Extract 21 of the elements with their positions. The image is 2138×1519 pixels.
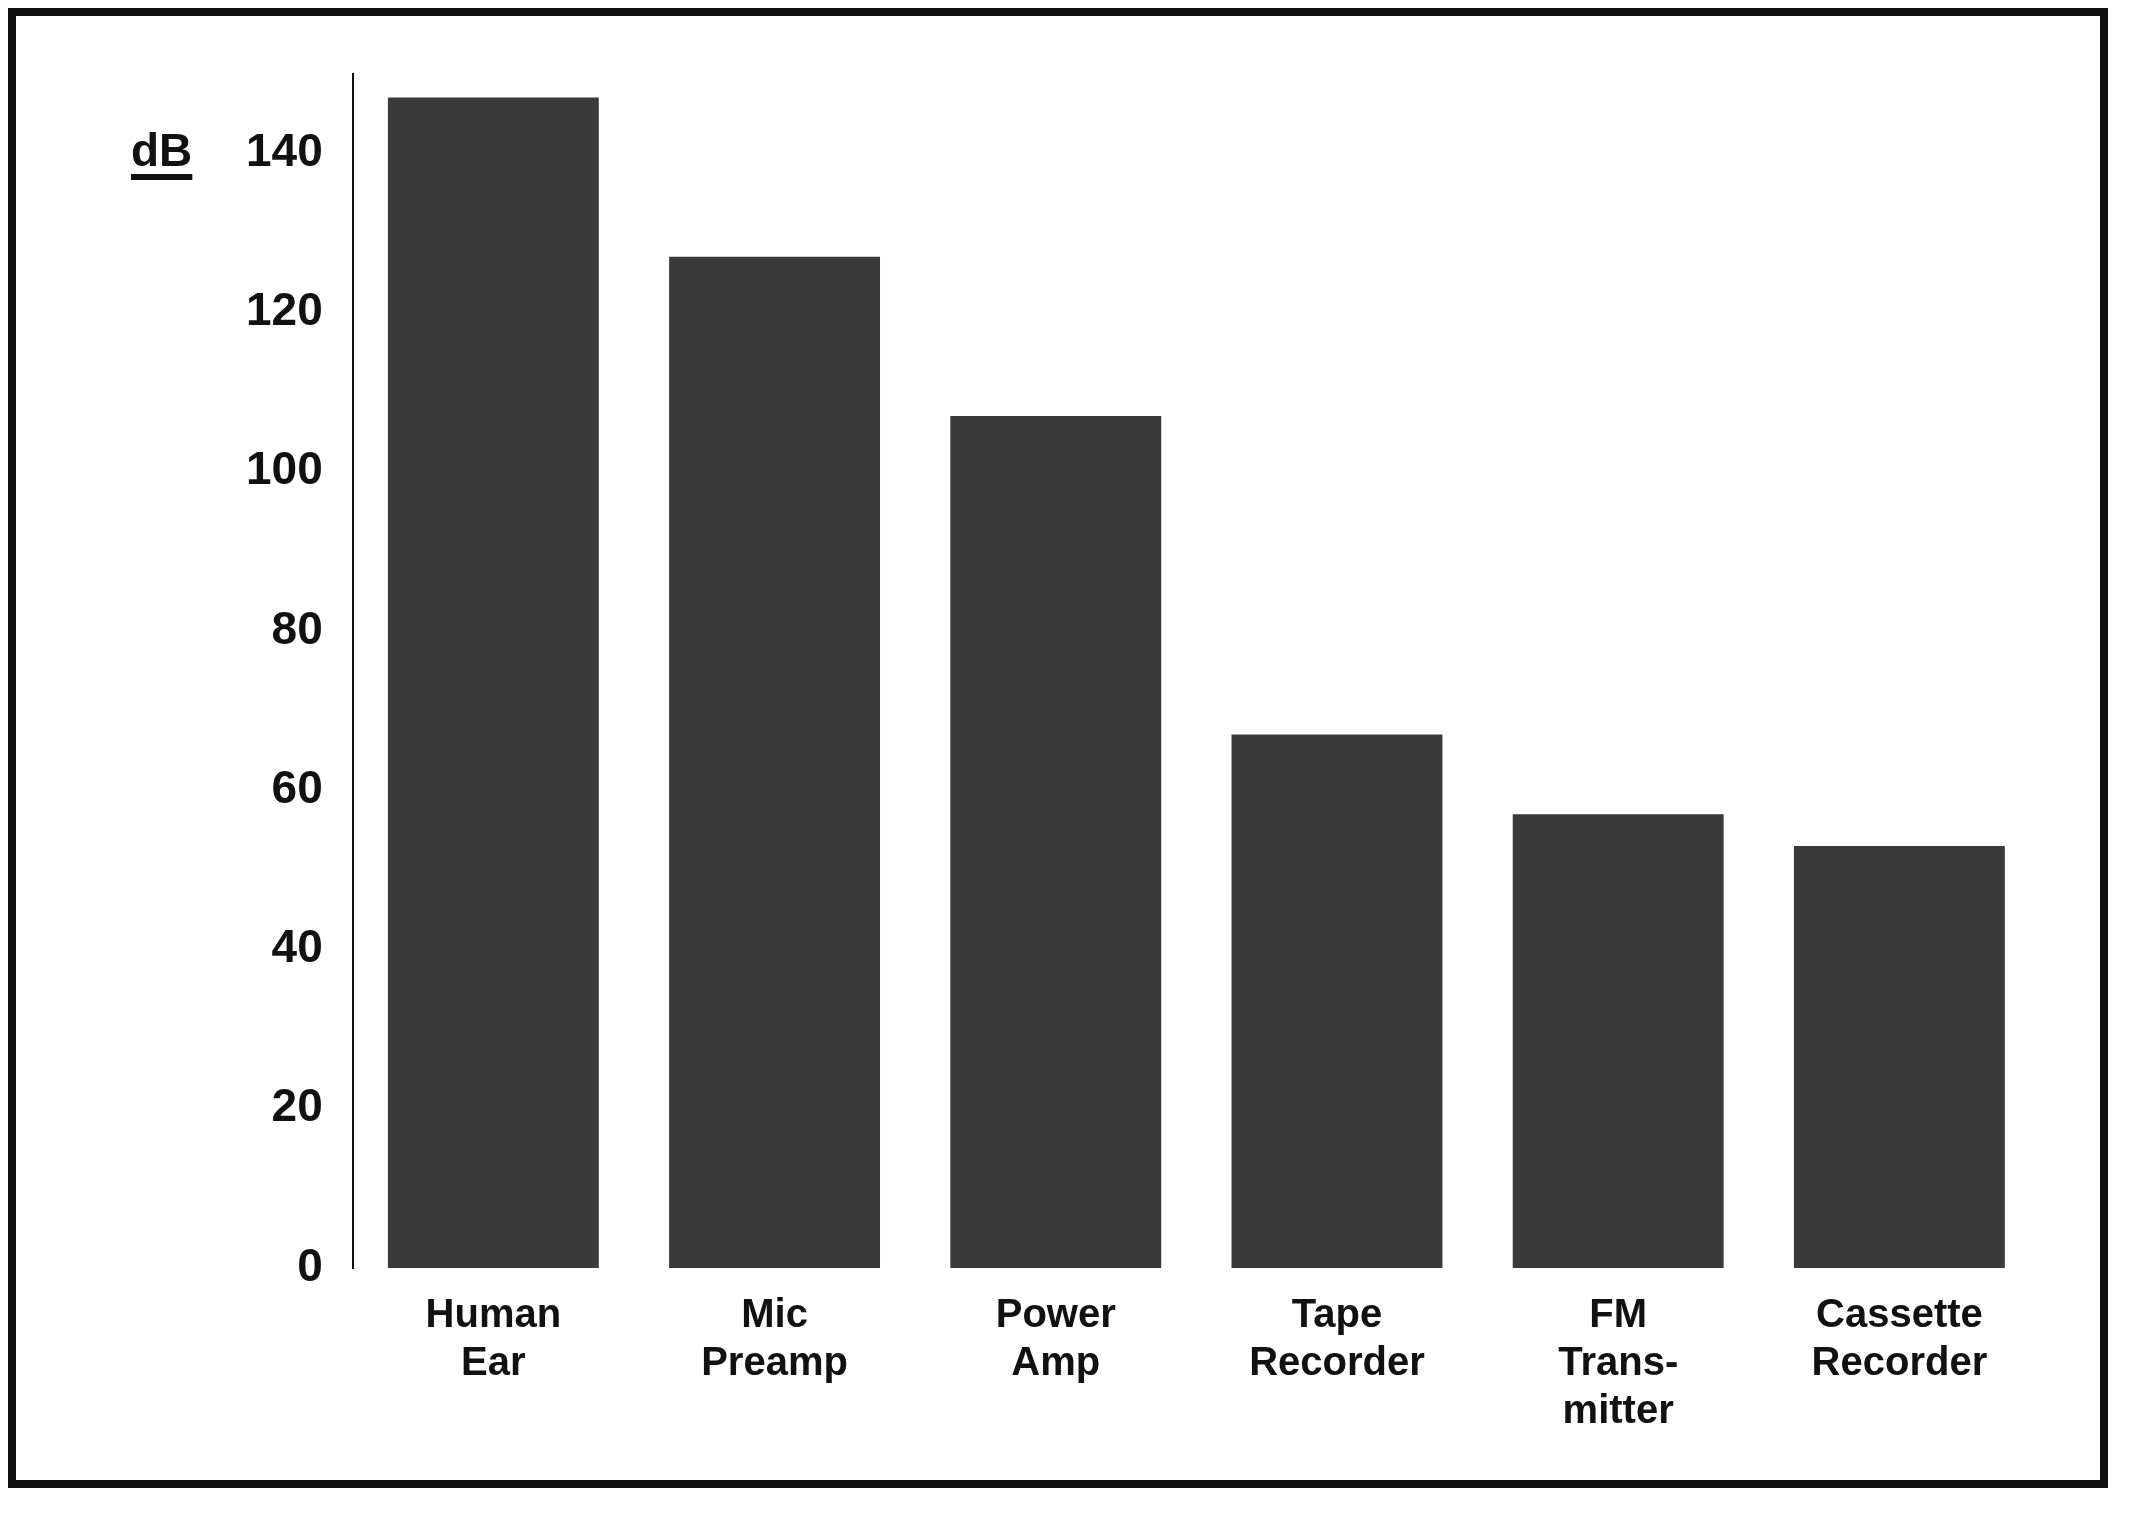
y-axis-title: dB xyxy=(131,123,193,178)
y-tick-label: 20 xyxy=(271,1079,323,1132)
y-tick-label: 80 xyxy=(271,601,323,654)
y-tick-label: 0 xyxy=(297,1238,323,1291)
bar xyxy=(669,256,881,1268)
x-tick-label: Mic Preamp xyxy=(701,1291,848,1384)
bar xyxy=(1512,814,1724,1268)
x-tick-label: FM Trans- mitter xyxy=(1558,1291,1679,1432)
x-tick-label: Tape Recorder xyxy=(1249,1291,1425,1384)
y-tick-label: 40 xyxy=(271,920,323,973)
y-tick-label: 120 xyxy=(246,283,323,336)
x-tick-label: Power Amp xyxy=(995,1291,1116,1384)
bar xyxy=(950,416,1162,1268)
x-tick-label: Cassette Recorder xyxy=(1811,1291,1988,1384)
bar xyxy=(1793,845,2005,1268)
y-tick-label: 100 xyxy=(246,442,323,495)
bar xyxy=(387,97,599,1268)
y-tick-label: 60 xyxy=(271,760,323,813)
y-tick-label: 140 xyxy=(246,123,323,176)
x-tick-label: Human Ear xyxy=(425,1291,562,1384)
bar xyxy=(1231,734,1443,1268)
